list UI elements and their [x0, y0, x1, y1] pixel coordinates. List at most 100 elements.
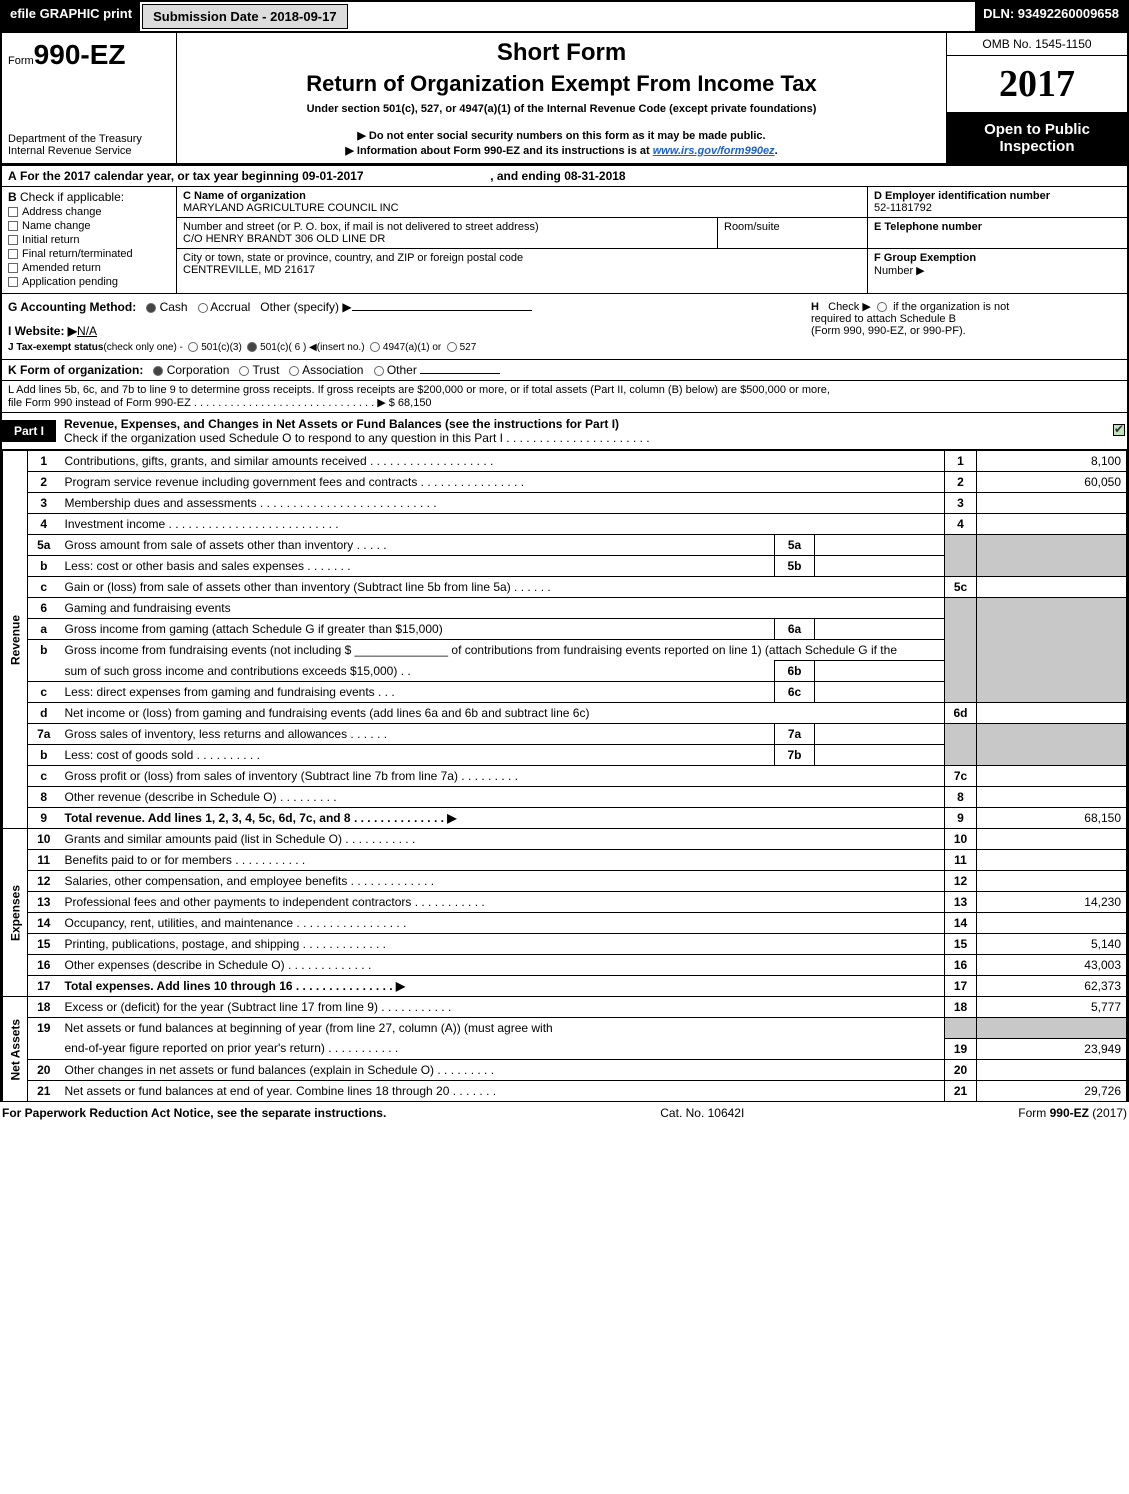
h-label: H: [811, 301, 819, 313]
line-amount: 23,949: [977, 1038, 1127, 1059]
radio-assoc[interactable]: [289, 366, 299, 376]
cat-number: Cat. No. 10642I: [660, 1106, 744, 1120]
form-number: 990-EZ: [34, 39, 126, 70]
line-text: Printing, publications, postage, and shi…: [60, 934, 945, 955]
sub-box: 7a: [775, 724, 815, 745]
line-text: sum of such gross income and contributio…: [60, 661, 775, 682]
line-amount: 5,777: [977, 997, 1127, 1018]
gray-cell: [977, 598, 1127, 619]
website-value: N/A: [77, 324, 97, 338]
room-suite: Room/suite: [717, 218, 867, 248]
h-text4: (Form 990, 990-EZ, or 990-PF).: [811, 325, 966, 337]
gray-cell: [977, 682, 1127, 703]
line-9: 9 Total revenue. Add lines 1, 2, 3, 4, 5…: [3, 808, 1127, 829]
line-box: 13: [945, 892, 977, 913]
line-box: 8: [945, 787, 977, 808]
dln-label: DLN: 93492260009658: [975, 2, 1127, 31]
line-text: Gross income from fundraising events (no…: [60, 640, 945, 661]
chk-pending-label: Application pending: [22, 276, 118, 288]
row-ghij: G Accounting Method: Cash Accrual Other …: [0, 293, 1129, 359]
radio-corp[interactable]: [153, 366, 163, 376]
line-amount: [977, 787, 1127, 808]
part1-title-block: Revenue, Expenses, and Changes in Net As…: [56, 413, 1111, 449]
line-amount: 43,003: [977, 955, 1127, 976]
chk-address-change[interactable]: Address change: [8, 206, 170, 218]
checkbox-icon: [8, 221, 18, 231]
do-not-enter-ssn: ▶ Do not enter social security numbers o…: [185, 129, 938, 142]
line-num: 11: [28, 850, 60, 871]
line-box: 20: [945, 1059, 977, 1080]
line-text: Gain or (loss) from sale of assets other…: [60, 577, 945, 598]
info-link-line: ▶ Information about Form 990-EZ and its …: [185, 144, 938, 157]
gray-cell: [977, 535, 1127, 556]
line-num: 13: [28, 892, 60, 913]
line-18: Net Assets 18 Excess or (deficit) for th…: [3, 997, 1127, 1018]
radio-h[interactable]: [877, 302, 887, 312]
gray-cell: [945, 556, 977, 577]
line-text: Other changes in net assets or fund bala…: [60, 1059, 945, 1080]
gray-cell: [977, 640, 1127, 661]
line-text: Excess or (deficit) for the year (Subtra…: [60, 997, 945, 1018]
form990ez-link[interactable]: www.irs.gov/form990ez: [653, 145, 775, 157]
ein-value: 52-1181792: [874, 202, 1121, 214]
radio-accrual[interactable]: [198, 303, 208, 313]
other-specify-input[interactable]: [352, 310, 532, 311]
line-box: 1: [945, 451, 977, 472]
line-box: 18: [945, 997, 977, 1018]
radio-501c[interactable]: [247, 342, 257, 352]
radio-527[interactable]: [447, 342, 457, 352]
sub-box: 7b: [775, 745, 815, 766]
line-amount: [977, 913, 1127, 934]
chk-initial-return[interactable]: Initial return: [8, 234, 170, 246]
j-501c: 501(c)( 6 ) ◀(insert no.): [260, 342, 364, 353]
part1-header: Part I Revenue, Expenses, and Changes in…: [0, 412, 1129, 450]
j-501c3: 501(c)(3): [201, 342, 242, 353]
submission-date-button[interactable]: Submission Date - 2018-09-17: [142, 4, 348, 29]
line-text: Gross income from gaming (attach Schedul…: [60, 619, 775, 640]
line-num: c: [28, 682, 60, 703]
line-text: Less: cost of goods sold . . . . . . . .…: [60, 745, 775, 766]
header-right-block: OMB No. 1545-1150 2017 Open to Public In…: [947, 33, 1127, 163]
info-pre: ▶ Information about Form 990-EZ and its …: [345, 145, 652, 157]
gray-cell: [945, 598, 977, 619]
line-num: 8: [28, 787, 60, 808]
line-num: c: [28, 577, 60, 598]
chk-name-change[interactable]: Name change: [8, 220, 170, 232]
line-amount: 60,050: [977, 472, 1127, 493]
line-5b: b Less: cost or other basis and sales ex…: [3, 556, 1127, 577]
line-3: 3 Membership dues and assessments . . . …: [3, 493, 1127, 514]
department-block: Department of the Treasury Internal Reve…: [8, 133, 170, 157]
line-box: 5c: [945, 577, 977, 598]
line-19b: end-of-year figure reported on prior yea…: [3, 1038, 1127, 1059]
tax-year: 2017: [947, 56, 1127, 113]
radio-cash[interactable]: [146, 303, 156, 313]
line-7a: 7a Gross sales of inventory, less return…: [3, 724, 1127, 745]
line-6d: d Net income or (loss) from gaming and f…: [3, 703, 1127, 724]
checkbox-icon: [8, 263, 18, 273]
line-box: 4: [945, 514, 977, 535]
topbar-spacer: [350, 2, 976, 31]
radio-other[interactable]: [374, 366, 384, 376]
line-amount: [977, 1059, 1127, 1080]
d-label: D Employer identification number: [874, 190, 1121, 202]
line-num: d: [28, 703, 60, 724]
line-amount: 8,100: [977, 451, 1127, 472]
k-other: Other: [387, 363, 417, 377]
chk-final-return[interactable]: Final return/terminated: [8, 248, 170, 260]
city-value: CENTREVILLE, MD 21617: [183, 264, 861, 276]
k-other-input[interactable]: [420, 373, 500, 374]
chk-application-pending[interactable]: Application pending: [8, 276, 170, 288]
chk-address-label: Address change: [22, 206, 102, 218]
line-11: 11 Benefits paid to or for members . . .…: [3, 850, 1127, 871]
gray-cell: [977, 661, 1127, 682]
part1-checkbox[interactable]: [1111, 424, 1127, 439]
line-box: 10: [945, 829, 977, 850]
identity-block: B Check if applicable: Address change Na…: [0, 186, 1129, 293]
line-num: 20: [28, 1059, 60, 1080]
line-box: 2: [945, 472, 977, 493]
radio-4947[interactable]: [370, 342, 380, 352]
radio-501c3[interactable]: [188, 342, 198, 352]
radio-trust[interactable]: [239, 366, 249, 376]
chk-amended-return[interactable]: Amended return: [8, 262, 170, 274]
line-6b: b Gross income from fundraising events (…: [3, 640, 1127, 661]
